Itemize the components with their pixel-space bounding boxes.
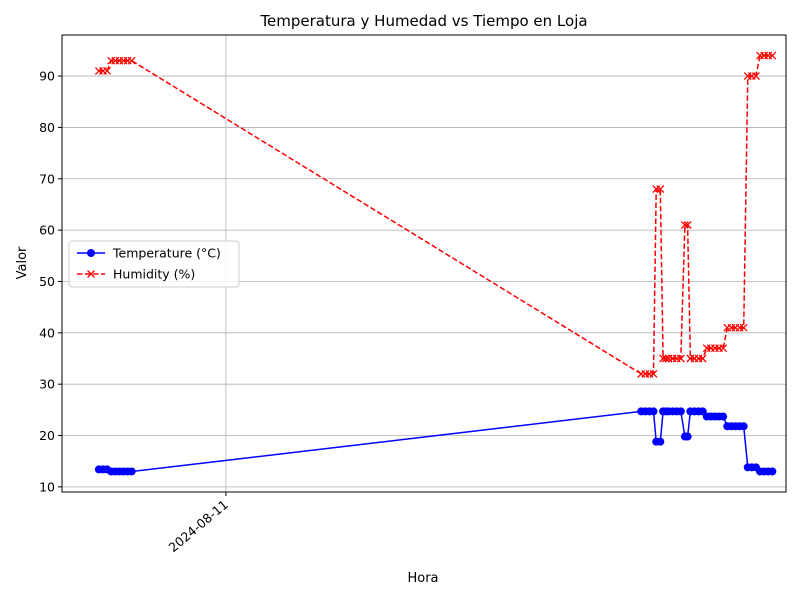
data-point (127, 467, 136, 476)
data-point (676, 354, 685, 363)
y-tick-label: 70 (39, 171, 55, 186)
data-point (680, 221, 689, 229)
grid (62, 35, 786, 492)
series-layer (94, 51, 777, 476)
data-point (656, 185, 665, 194)
y-tick-label: 50 (39, 274, 55, 289)
data-point (719, 412, 728, 421)
data-point (739, 323, 748, 332)
data-point (656, 437, 665, 446)
data-point (683, 432, 692, 441)
series-0 (94, 407, 777, 476)
legend-marker (87, 249, 95, 257)
y-tick-label: 10 (39, 479, 55, 494)
ticks: 10 20 30 40 50 60 70 80 90 2024-08-11 (39, 69, 231, 555)
chart-title: Temperatura y Humedad vs Tiempo en Loja (259, 12, 587, 30)
data-point (768, 467, 777, 476)
y-tick-label: 30 (39, 377, 55, 392)
data-point (676, 407, 685, 416)
data-point (719, 344, 728, 353)
y-axis-label: Valor (15, 246, 30, 279)
y-tick-label: 60 (39, 223, 55, 238)
data-point (661, 354, 670, 363)
data-point (649, 407, 658, 416)
legend-entry: Temperature (°C) (77, 246, 221, 261)
data-point (768, 51, 777, 60)
data-point (698, 354, 707, 363)
data-point (649, 369, 658, 378)
series-line (98, 410, 773, 473)
legend-label: Temperature (°C) (112, 246, 221, 261)
legend-marker (87, 270, 95, 278)
data-point (739, 422, 748, 431)
x-tick-label: 2024-08-11 (166, 497, 231, 555)
legend-entry: Humidity (%) (77, 267, 195, 282)
legend-label: Humidity (%) (113, 267, 195, 282)
y-tick-label: 90 (39, 69, 55, 84)
legend-box (68, 240, 240, 288)
x-axis-label: Hora (407, 571, 438, 586)
y-tick-label: 40 (39, 325, 55, 340)
data-point (127, 56, 136, 65)
plot-frame (61, 34, 787, 493)
data-point (103, 66, 112, 75)
data-point (751, 72, 760, 81)
y-tick-label: 20 (39, 428, 55, 443)
series-line (98, 54, 773, 375)
series-1 (94, 51, 777, 378)
legend: Temperature (°C) Humidity (%) (68, 240, 240, 288)
y-tick-label: 80 (39, 120, 55, 135)
data-point (683, 221, 692, 229)
